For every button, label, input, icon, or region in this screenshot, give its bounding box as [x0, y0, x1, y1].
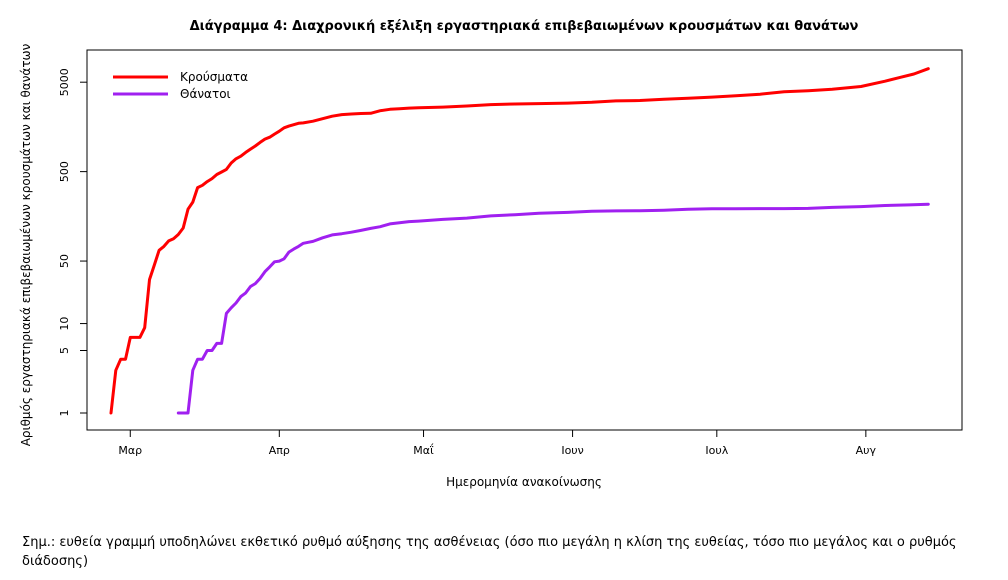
- y-tick-label: 5000: [58, 68, 71, 96]
- chart-title: Διάγραμμα 4: Διαχρονική εξέλιξη εργαστηρ…: [190, 19, 859, 34]
- line-chart: Διάγραμμα 4: Διαχρονική εξέλιξη εργαστηρ…: [19, 19, 963, 489]
- x-tick-label: Αυγ: [856, 444, 877, 457]
- series-layer: [109, 67, 930, 415]
- series-line-deaths: [176, 202, 930, 415]
- x-axis: Μαρ Απρ Μαΐ Ιουν Ιουλ Αυγ: [118, 430, 877, 457]
- y-tick-label: 50: [58, 254, 71, 268]
- y-tick-label: 5: [58, 347, 71, 354]
- series-line-cases: [109, 67, 930, 415]
- footnote: Σημ.: ευθεία γραμμή υποδηλώνει εκθετικό …: [22, 535, 957, 569]
- y-axis-label: Αριθμός εργαστηριακά επιβεβαιωμένων κρου…: [19, 43, 33, 446]
- x-axis-label: Ημερομηνία ανακοίνωσης: [446, 475, 602, 489]
- y-tick-label: 1: [58, 410, 71, 417]
- x-tick-label: Απρ: [269, 444, 290, 457]
- y-tick-label: 500: [58, 161, 71, 182]
- legend-label: Κρούσματα: [180, 70, 248, 84]
- x-tick-label: Μαΐ: [413, 443, 434, 457]
- legend: Κρούσματα Θάνατοι: [113, 70, 248, 101]
- y-tick-label: 10: [58, 317, 71, 331]
- x-tick-label: Μαρ: [118, 444, 142, 457]
- y-axis: 1 5 10 50 500 5000: [58, 68, 87, 417]
- x-tick-label: Ιουν: [561, 444, 583, 457]
- plot-area: [86, 49, 963, 431]
- x-tick-label: Ιουλ: [705, 444, 728, 457]
- legend-label: Θάνατοι: [180, 87, 231, 101]
- plot-frame: [86, 49, 963, 431]
